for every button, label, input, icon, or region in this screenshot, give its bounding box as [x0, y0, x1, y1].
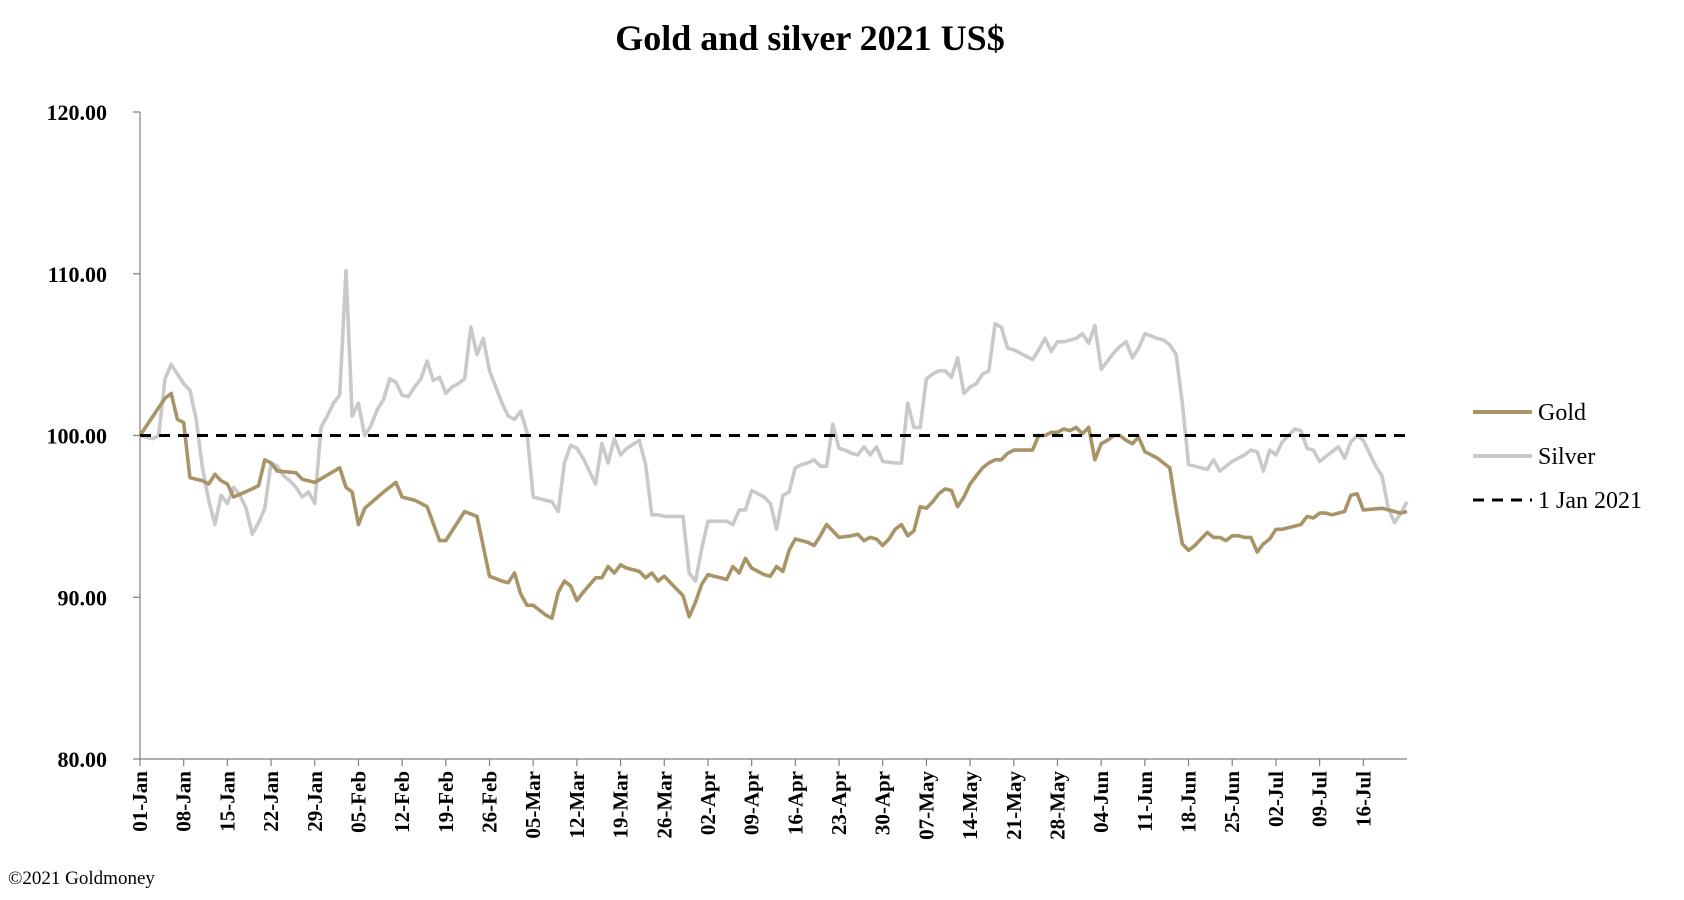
- series-line-gold: [138, 391, 1408, 621]
- x-tick-label: 18-Jun: [1177, 771, 1201, 833]
- x-tick-label: 04-Jun: [1089, 771, 1113, 833]
- x-tick-label: 12-Mar: [565, 771, 589, 839]
- legend-label: Gold: [1538, 400, 1586, 426]
- x-tick-label: 29-Jan: [303, 771, 327, 832]
- x-tick-label: 14-May: [958, 771, 982, 840]
- y-tick-label: 80.00: [58, 747, 108, 772]
- y-tick-label: 110.00: [48, 262, 107, 287]
- x-tick-label: 09-Apr: [740, 771, 764, 835]
- x-tick-label: 28-May: [1045, 771, 1069, 840]
- x-tick-label: 16-Apr: [783, 771, 807, 835]
- legend-label: Silver: [1538, 444, 1595, 470]
- legend: Gold Silver 1 Jan 2021: [1473, 400, 1642, 514]
- x-tick-label: 02-Jul: [1264, 771, 1288, 827]
- x-tick-label: 07-May: [914, 771, 938, 840]
- x-tick-label: 26-Mar: [652, 771, 676, 839]
- x-tick-label: 05-Mar: [521, 771, 545, 839]
- x-tick-label: 12-Feb: [390, 771, 414, 833]
- x-tick-label: 02-Apr: [696, 771, 720, 835]
- series-line-silver: [139, 268, 1409, 583]
- x-tick-label: 30-Apr: [871, 771, 895, 835]
- y-tick-label: 90.00: [58, 585, 108, 610]
- x-tick-label: 19-Feb: [434, 771, 458, 833]
- x-tick-label: 15-Jan: [215, 771, 239, 832]
- x-tick-label: 11-Jun: [1133, 771, 1157, 832]
- y-tick-label: 100.00: [47, 424, 108, 449]
- x-tick-label: 21-May: [1002, 771, 1026, 840]
- y-axis: 80.00 90.00 100.00 110.00 120.00: [47, 100, 141, 772]
- legend-label: 1 Jan 2021: [1538, 488, 1642, 514]
- chart-title: Gold and silver 2021 US$: [615, 18, 1004, 58]
- x-axis: 01-Jan 08-Jan 15-Jan 22-Jan 29-Jan 05-Feb 12-F…: [128, 758, 1407, 840]
- series-layer: [138, 268, 1409, 621]
- x-tick-label: 01-Jan: [128, 771, 152, 832]
- x-tick-label: 25-Jun: [1220, 771, 1244, 833]
- y-tick-label: 120.00: [47, 100, 108, 125]
- x-tick-label: 05-Feb: [346, 771, 370, 833]
- copyright-credit: ©2021 Goldmoney: [8, 868, 155, 889]
- x-tick-label: 08-Jan: [172, 771, 196, 832]
- x-tick-label: 09-Jul: [1308, 771, 1332, 827]
- x-tick-label: 19-Mar: [609, 771, 633, 839]
- x-tick-label: 22-Jan: [259, 771, 283, 832]
- x-tick-label: 26-Feb: [478, 771, 502, 833]
- x-tick-label: 16-Jul: [1351, 771, 1375, 827]
- x-tick-label: 23-Apr: [827, 771, 851, 835]
